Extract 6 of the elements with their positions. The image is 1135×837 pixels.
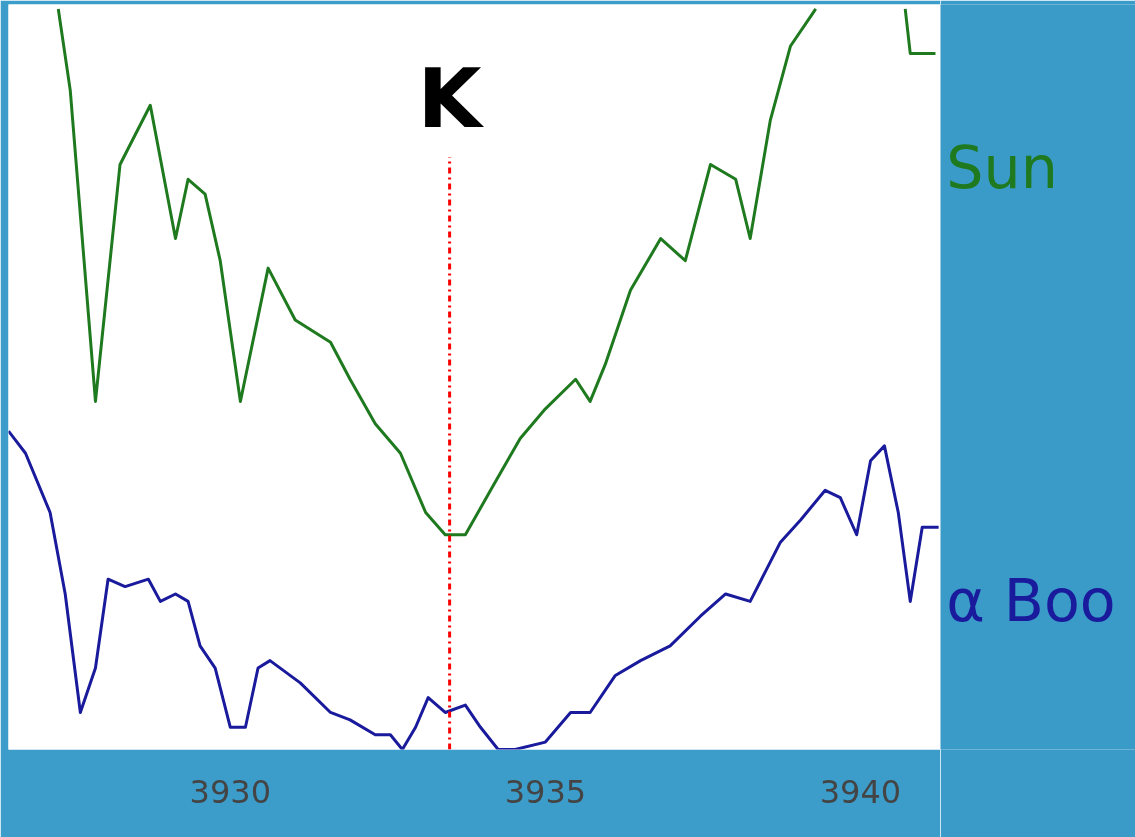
x-tick-label: 3935 <box>504 772 587 811</box>
x-tick-label: 3930 <box>189 772 272 811</box>
x-tick-label: 3940 <box>819 772 902 811</box>
series-label: Sun <box>946 134 1058 203</box>
series-label: α Boo <box>946 566 1116 635</box>
ref-line-label: K <box>417 49 485 146</box>
